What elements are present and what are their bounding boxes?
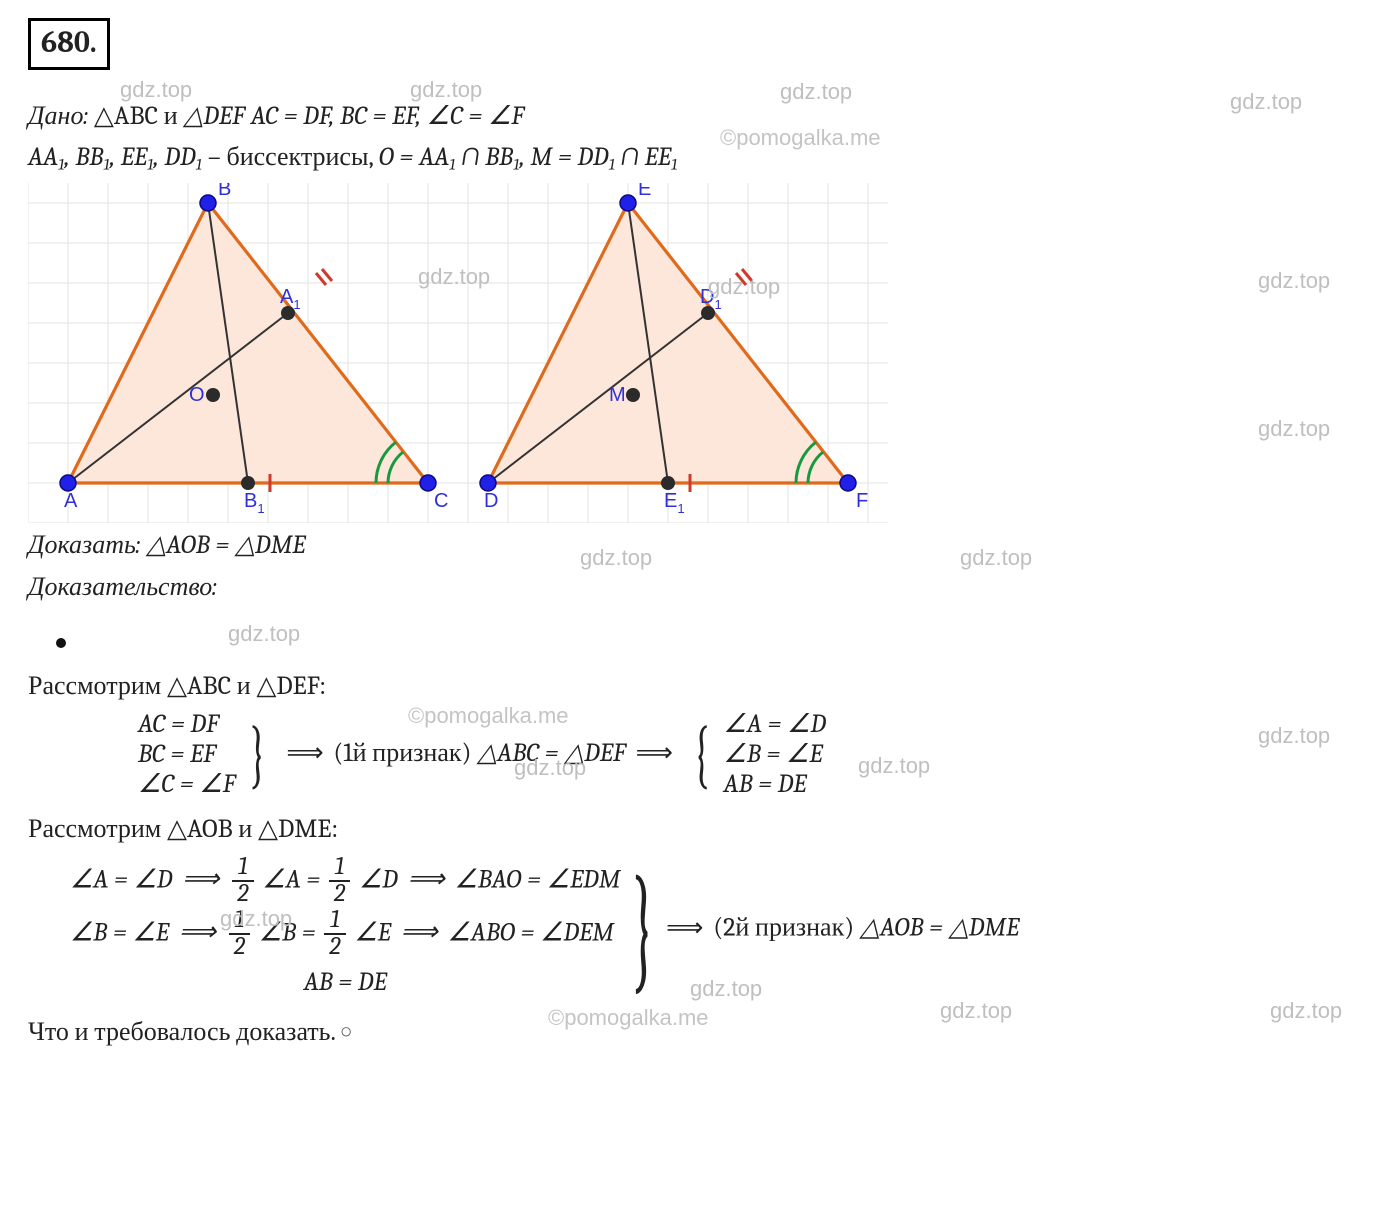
step-1: AC = DF BC = EF ∠C = ∠F } ⟹ (1й признак)…	[138, 710, 1372, 800]
txt: AB = DE	[304, 967, 387, 997]
txt: – биссектрисы,	[202, 142, 379, 172]
given-label: Дано:	[28, 101, 88, 131]
implies-icon: ⟹	[182, 857, 219, 901]
implies-icon: ⟹	[636, 735, 673, 773]
consider-2: Рассмотрим △AOB и △DME:	[28, 811, 1372, 849]
txt: 1	[324, 908, 345, 935]
premise-group-2: ∠A = ∠D ⟹ 12 ∠A = 12 ∠D ⟹ ∠BAO = ∠EDM ∠B…	[70, 855, 620, 1004]
txt: ∠B =	[259, 917, 322, 947]
txt: AB = DE	[724, 770, 826, 800]
svg-text:A: A	[64, 490, 78, 512]
txt: BC = EF	[138, 740, 236, 770]
txt: 2	[329, 882, 350, 907]
given-text: △ABC и △DEF AC = DF, BC = EF, ∠C = ∠F	[94, 101, 524, 131]
premise-group-1: AC = DF BC = EF ∠C = ∠F	[138, 710, 236, 800]
given-line-2: AA1, BB1, EE1, DD1 – биссектрисы, O = AA…	[28, 139, 1372, 177]
diagram-container: ABCA1B1ODEFD1E1M gdz.top gdz.top gdz.top…	[28, 183, 1372, 523]
right-brace-icon: }	[250, 723, 266, 787]
svg-text:E: E	[638, 183, 651, 200]
fraction: 12	[324, 908, 345, 960]
proof-label: Доказательство:	[28, 569, 1372, 607]
txt: ∠ABO = ∠DEM	[442, 917, 614, 947]
result-group-1: ∠A = ∠D ∠B = ∠E AB = DE	[724, 710, 826, 800]
fraction: 12	[229, 908, 250, 960]
txt: 1	[229, 908, 250, 935]
txt: ∠BAO = ∠EDM	[449, 864, 621, 894]
proof-body: gdz.top Рассмотрим △ABC и △DEF: AC = DF …	[28, 616, 1372, 1051]
txt: и	[158, 101, 183, 131]
txt: ∩ EE	[615, 142, 671, 172]
implies-icon: ⟹	[666, 910, 703, 948]
txt: ∠D	[359, 864, 404, 894]
txt: ∠E	[354, 917, 396, 947]
txt: 1	[232, 855, 253, 882]
prove-label: Доказать:	[28, 530, 141, 560]
txt: ∠C = ∠F	[138, 770, 236, 800]
svg-text:C: C	[434, 490, 448, 512]
svg-text:O: O	[189, 384, 205, 406]
watermark-gdz: gdz.top	[690, 973, 762, 1005]
qed-text: Что и требовалось доказать.	[28, 1017, 336, 1047]
txt: AA	[28, 142, 58, 172]
txt: ∠B = ∠E	[70, 917, 175, 947]
txt: O = AA	[379, 142, 449, 172]
problem-number: 680.	[28, 18, 110, 70]
txt: △ABC = △DEF	[477, 738, 626, 768]
prove-eq: △AOB = △DME	[141, 530, 306, 560]
txt: 2	[229, 935, 250, 960]
txt: ∩ BB	[456, 142, 514, 172]
txt: , M = DD	[519, 142, 608, 172]
left-brace-icon: {	[693, 723, 709, 787]
txt: 1	[329, 855, 350, 882]
txt: △DEF AC = DF, BC = EF, ∠C = ∠F	[183, 101, 524, 131]
txt: △ABC	[94, 101, 158, 131]
fraction: 12	[232, 855, 253, 907]
implies-icon: ⟹	[401, 910, 438, 954]
implies-icon: ⟹	[408, 857, 445, 901]
implies-icon: ⟹	[286, 735, 323, 773]
txt: 2	[232, 882, 253, 907]
txt: (1й признак)	[333, 738, 471, 768]
txt: , BB	[64, 142, 103, 172]
watermark-gdz: gdz.top	[1258, 265, 1330, 297]
svg-text:M: M	[609, 384, 626, 406]
circle-icon: ○	[340, 1020, 353, 1044]
txt: △AOB = △DME	[860, 913, 1019, 943]
svg-text:B: B	[218, 183, 231, 200]
given-line-1: Дано: △ABC и △DEF AC = DF, BC = EF, ∠C =…	[28, 98, 1372, 136]
txt: ∠A = ∠D	[70, 864, 178, 894]
right-brace-icon: }	[632, 875, 655, 985]
bullet-icon	[56, 638, 66, 648]
txt: AC = DF	[138, 710, 236, 740]
watermark-gdz: gdz.top	[1258, 413, 1330, 445]
txt: , DD	[153, 142, 195, 172]
implies-icon: ⟹	[179, 910, 216, 954]
txt: ∠A = ∠D	[724, 710, 826, 740]
svg-text:E1: E1	[664, 490, 685, 516]
step-2: ∠A = ∠D ⟹ 12 ∠A = 12 ∠D ⟹ ∠BAO = ∠EDM ∠B…	[70, 855, 1372, 1004]
txt: , EE	[110, 142, 147, 172]
svg-text:D: D	[484, 490, 498, 512]
prove-line: Доказать: △AOB = △DME	[28, 527, 1372, 565]
txt: (2й признак)	[713, 913, 854, 943]
txt: ∠A =	[262, 864, 326, 894]
geometry-diagram: ABCA1B1ODEFD1E1M	[28, 183, 888, 523]
svg-text:B1: B1	[244, 490, 265, 516]
sub: 1	[671, 156, 677, 175]
txt: ∠B = ∠E	[724, 740, 826, 770]
consider-1: Рассмотрим △ABC и △DEF:	[28, 668, 1372, 706]
fraction: 12	[329, 855, 350, 907]
txt: 2	[324, 935, 345, 960]
svg-text:F: F	[856, 490, 868, 512]
qed-line: Что и требовалось доказать.○	[28, 1014, 1372, 1052]
